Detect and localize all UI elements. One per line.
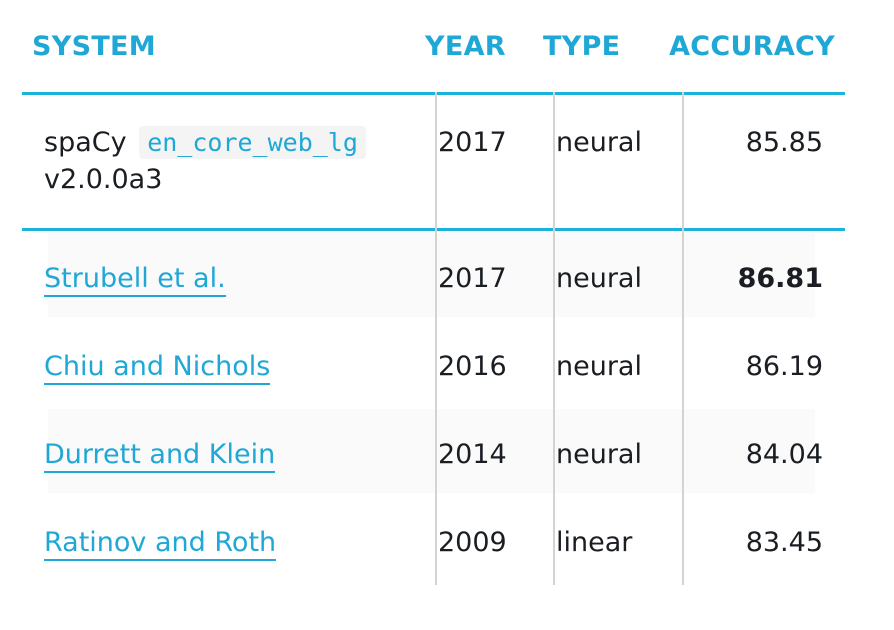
year-cell: 2016 — [438, 351, 507, 382]
accuracy-cell: 86.81 — [737, 263, 823, 294]
accuracy-table: SYSTEM YEAR TYPE ACCURACY spaCy en_core_… — [22, 0, 845, 585]
spacy-version: v2.0.0a3 — [44, 164, 163, 196]
year-cell: 2014 — [438, 439, 507, 470]
table-row: Durrett and Klein 2014 neural 84.04 — [22, 407, 845, 495]
spacy-year: 2017 — [438, 127, 507, 158]
table-row-spacy: spaCy en_core_web_lg v2.0.0a3 2017 neura… — [22, 95, 845, 231]
type-cell: neural — [556, 263, 642, 294]
type-cell: neural — [556, 439, 642, 470]
spacy-name: spaCy — [44, 127, 127, 158]
spacy-accuracy: 85.85 — [745, 127, 823, 158]
header-accuracy: ACCURACY — [669, 31, 835, 62]
spacy-system-cell: spaCy en_core_web_lg v2.0.0a3 — [44, 121, 366, 201]
column-divider — [553, 92, 555, 585]
system-link[interactable]: Durrett and Klein — [44, 439, 276, 473]
system-link[interactable]: Strubell et al. — [44, 263, 226, 297]
header-type: TYPE — [543, 31, 621, 62]
system-cell: Durrett and Klein — [44, 433, 276, 476]
row-shading — [48, 409, 815, 493]
spacy-type: neural — [556, 127, 642, 158]
system-cell: Strubell et al. — [44, 257, 226, 300]
spacy-model-code: en_core_web_lg — [139, 126, 366, 159]
table-row: Ratinov and Roth 2009 linear 83.45 — [22, 495, 845, 583]
accuracy-cell: 83.45 — [745, 527, 823, 558]
accuracy-cell: 86.19 — [745, 351, 823, 382]
column-divider — [682, 92, 684, 585]
system-link[interactable]: Chiu and Nichols — [44, 351, 271, 385]
type-cell: neural — [556, 351, 642, 382]
column-divider — [435, 92, 437, 585]
header-system: SYSTEM — [32, 31, 156, 62]
table-header: SYSTEM YEAR TYPE ACCURACY — [22, 0, 845, 95]
system-link[interactable]: Ratinov and Roth — [44, 527, 277, 561]
system-cell: Ratinov and Roth — [44, 521, 277, 564]
table-row: Chiu and Nichols 2016 neural 86.19 — [22, 319, 845, 407]
table-row: Strubell et al. 2017 neural 86.81 — [22, 231, 845, 319]
year-cell: 2009 — [438, 527, 507, 558]
row-shading — [48, 233, 815, 317]
year-cell: 2017 — [438, 263, 507, 294]
header-year: YEAR — [425, 31, 506, 62]
type-cell: linear — [556, 527, 633, 558]
system-cell: Chiu and Nichols — [44, 345, 271, 388]
accuracy-cell: 84.04 — [745, 439, 823, 470]
